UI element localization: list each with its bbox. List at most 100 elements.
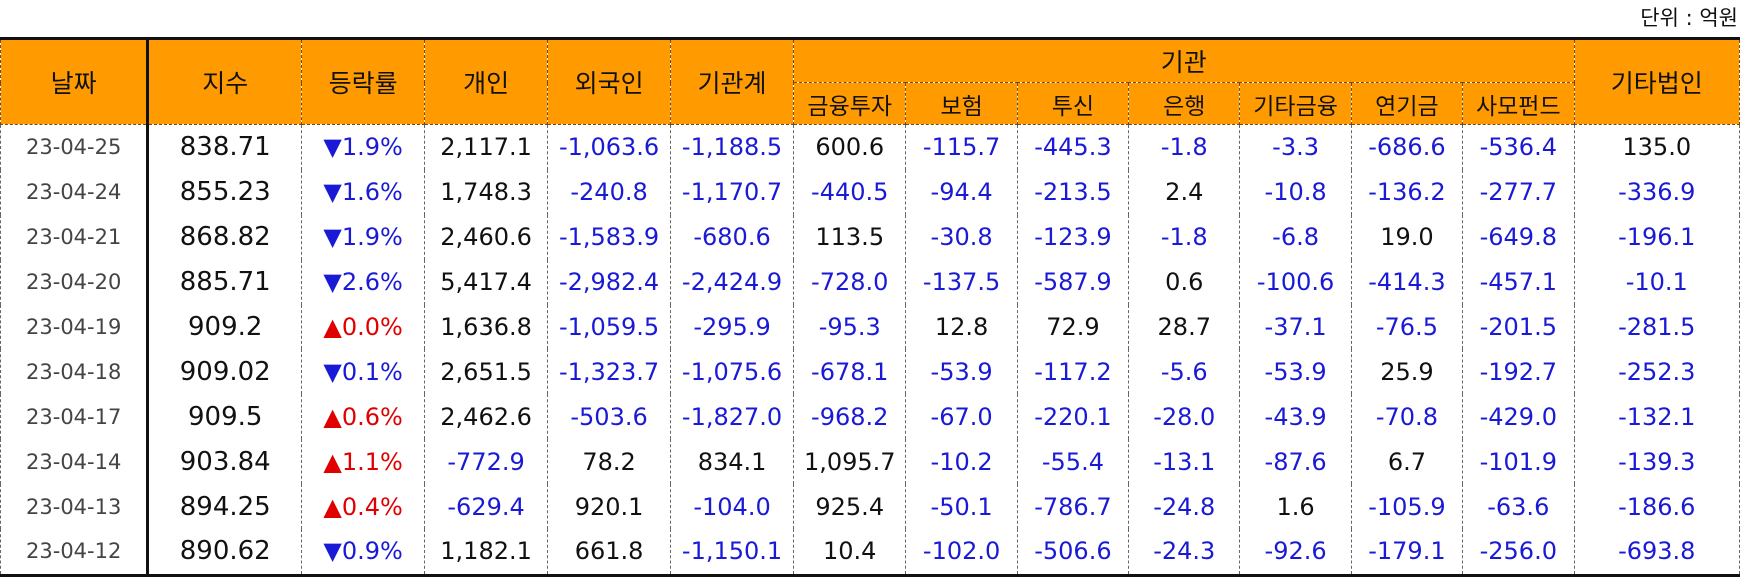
cell-value: 1,748.3 bbox=[424, 169, 549, 215]
cell-value: -2,982.4 bbox=[547, 259, 672, 305]
cell-value: -693.8 bbox=[1573, 529, 1740, 576]
cell-date: 23-04-20 bbox=[0, 259, 150, 305]
cell-index: 838.71 bbox=[147, 124, 303, 170]
cell-value: -220.1 bbox=[1016, 394, 1130, 440]
cell-value: -104.0 bbox=[670, 484, 795, 530]
cell-value: -256.0 bbox=[1462, 529, 1575, 576]
cell-value: -55.4 bbox=[1016, 439, 1130, 485]
cell-change: ▼1.9% bbox=[301, 214, 426, 260]
cell-index: 909.02 bbox=[147, 349, 303, 395]
unit-label: 단위 : 억원 bbox=[1640, 6, 1738, 30]
down-arrow-icon: ▼ bbox=[323, 223, 342, 252]
cell-value: -101.9 bbox=[1462, 439, 1575, 485]
cell-date: 23-04-18 bbox=[0, 349, 150, 395]
cell-date: 23-04-25 bbox=[0, 124, 150, 170]
cell-value: -105.9 bbox=[1350, 484, 1464, 530]
cell-value: 1,095.7 bbox=[793, 439, 907, 485]
cell-value: -102.0 bbox=[905, 529, 1018, 576]
cell-change: ▲0.6% bbox=[301, 394, 426, 440]
cell-change: ▲0.0% bbox=[301, 304, 426, 350]
change-value: 0.0% bbox=[341, 313, 403, 341]
cell-value: -506.6 bbox=[1016, 529, 1130, 576]
col-header-sub: 금융투자 bbox=[793, 82, 907, 125]
change-value: 1.9% bbox=[341, 223, 403, 252]
cell-change: ▼0.1% bbox=[301, 349, 426, 395]
cell-value: -1,150.1 bbox=[670, 529, 795, 576]
cell-value: -277.7 bbox=[1462, 169, 1575, 215]
cell-value: 2.4 bbox=[1128, 169, 1241, 215]
cell-value: 28.7 bbox=[1128, 304, 1241, 350]
cell-index: 909.2 bbox=[147, 304, 303, 350]
col-header-foreign: 외국인 bbox=[547, 38, 672, 125]
cell-value: -1,323.7 bbox=[547, 349, 672, 395]
cell-value: -728.0 bbox=[793, 259, 907, 305]
down-arrow-icon: ▼ bbox=[323, 357, 342, 386]
table-row: 23-04-17 909.5 ▲0.6% 2,462.6 -503.6 -1,827.0-… bbox=[0, 394, 1740, 440]
col-header-other-corp: 기타법인 bbox=[1573, 38, 1740, 125]
down-arrow-icon: ▼ bbox=[323, 537, 342, 566]
cell-value: -28.0 bbox=[1128, 394, 1241, 440]
cell-value: 113.5 bbox=[793, 214, 907, 260]
cell-value: -240.8 bbox=[547, 169, 672, 215]
cell-value: -295.9 bbox=[670, 304, 795, 350]
cell-value: 1.6 bbox=[1239, 484, 1352, 530]
cell-value: -117.2 bbox=[1016, 349, 1130, 395]
cell-date: 23-04-14 bbox=[0, 439, 150, 485]
cell-value: -115.7 bbox=[905, 124, 1018, 170]
cell-value: -686.6 bbox=[1350, 124, 1464, 170]
cell-value: -24.8 bbox=[1128, 484, 1241, 530]
cell-value: 600.6 bbox=[793, 124, 907, 170]
col-header-institution-total: 기관계 bbox=[670, 38, 795, 125]
cell-value: -1.8 bbox=[1128, 214, 1241, 260]
cell-value: -137.5 bbox=[905, 259, 1018, 305]
col-header-individual: 개인 bbox=[424, 38, 549, 125]
cell-value: -67.0 bbox=[905, 394, 1018, 440]
cell-date: 23-04-12 bbox=[0, 529, 150, 576]
cell-value: -50.1 bbox=[905, 484, 1018, 530]
table-header: 날짜 지수 등락률 개인 외국인 기관계 기관 기타법인 금융투자 보험 투신 은행 기… bbox=[0, 38, 1740, 125]
cell-value: -196.1 bbox=[1573, 214, 1740, 260]
cell-value: 2,651.5 bbox=[424, 349, 549, 395]
cell-value: -53.9 bbox=[1239, 349, 1352, 395]
cell-change: ▲0.4% bbox=[301, 484, 426, 530]
cell-value: 72.9 bbox=[1016, 304, 1130, 350]
investor-flow-table: 날짜 지수 등락률 개인 외국인 기관계 기관 기타법인 금융투자 보험 투신 은행 기… bbox=[0, 37, 1740, 577]
cell-value: -336.9 bbox=[1573, 169, 1740, 215]
col-header-sub: 투신 bbox=[1016, 82, 1130, 125]
cell-index: 868.82 bbox=[147, 214, 303, 260]
cell-value: -772.9 bbox=[424, 439, 549, 485]
cell-value: -43.9 bbox=[1239, 394, 1352, 440]
col-header-institution-group: 기관 bbox=[793, 38, 1575, 83]
cell-value: -968.2 bbox=[793, 394, 907, 440]
cell-date: 23-04-24 bbox=[0, 169, 150, 215]
change-value: 0.6% bbox=[341, 402, 403, 431]
down-arrow-icon: ▼ bbox=[323, 268, 342, 297]
col-header-change: 등락률 bbox=[301, 38, 426, 125]
cell-change: ▼2.6% bbox=[301, 259, 426, 305]
table-row: 23-04-21 868.82 ▼1.9% 2,460.6 -1,583.9 -680.6… bbox=[0, 214, 1740, 260]
cell-value: -179.1 bbox=[1350, 529, 1464, 576]
table-row: 23-04-12 890.62 ▼0.9% 1,182.1 661.8 -1,150.1 1… bbox=[0, 529, 1740, 576]
cell-change: ▲1.1% bbox=[301, 439, 426, 485]
table-row: 23-04-24 855.23 ▼1.6% 1,748.3 -240.8 -1,170.7… bbox=[0, 169, 1740, 215]
cell-value: -100.6 bbox=[1239, 259, 1352, 305]
cell-value: -3.3 bbox=[1239, 124, 1352, 170]
col-header-sub: 보험 bbox=[905, 82, 1018, 125]
change-value: 1.1% bbox=[341, 447, 403, 476]
cell-value: -136.2 bbox=[1350, 169, 1464, 215]
cell-value: -95.3 bbox=[793, 304, 907, 350]
cell-value: 661.8 bbox=[547, 529, 672, 576]
cell-value: -5.6 bbox=[1128, 349, 1241, 395]
cell-value: -445.3 bbox=[1016, 124, 1130, 170]
col-header-sub: 연기금 bbox=[1350, 82, 1464, 125]
cell-index: 890.62 bbox=[147, 529, 303, 576]
cell-value: -53.9 bbox=[905, 349, 1018, 395]
change-value: 0.9% bbox=[341, 537, 403, 566]
table-row: 23-04-14 903.84 ▲1.1% -772.9 78.2 834.1 1,095.… bbox=[0, 439, 1740, 485]
cell-value: -37.1 bbox=[1239, 304, 1352, 350]
table-row: 23-04-20 885.71 ▼2.6% 5,417.4 -2,982.4 -2,424… bbox=[0, 259, 1740, 305]
cell-value: -76.5 bbox=[1350, 304, 1464, 350]
cell-value: 1,636.8 bbox=[424, 304, 549, 350]
col-header-date: 날짜 bbox=[0, 38, 150, 125]
cell-value: -587.9 bbox=[1016, 259, 1130, 305]
